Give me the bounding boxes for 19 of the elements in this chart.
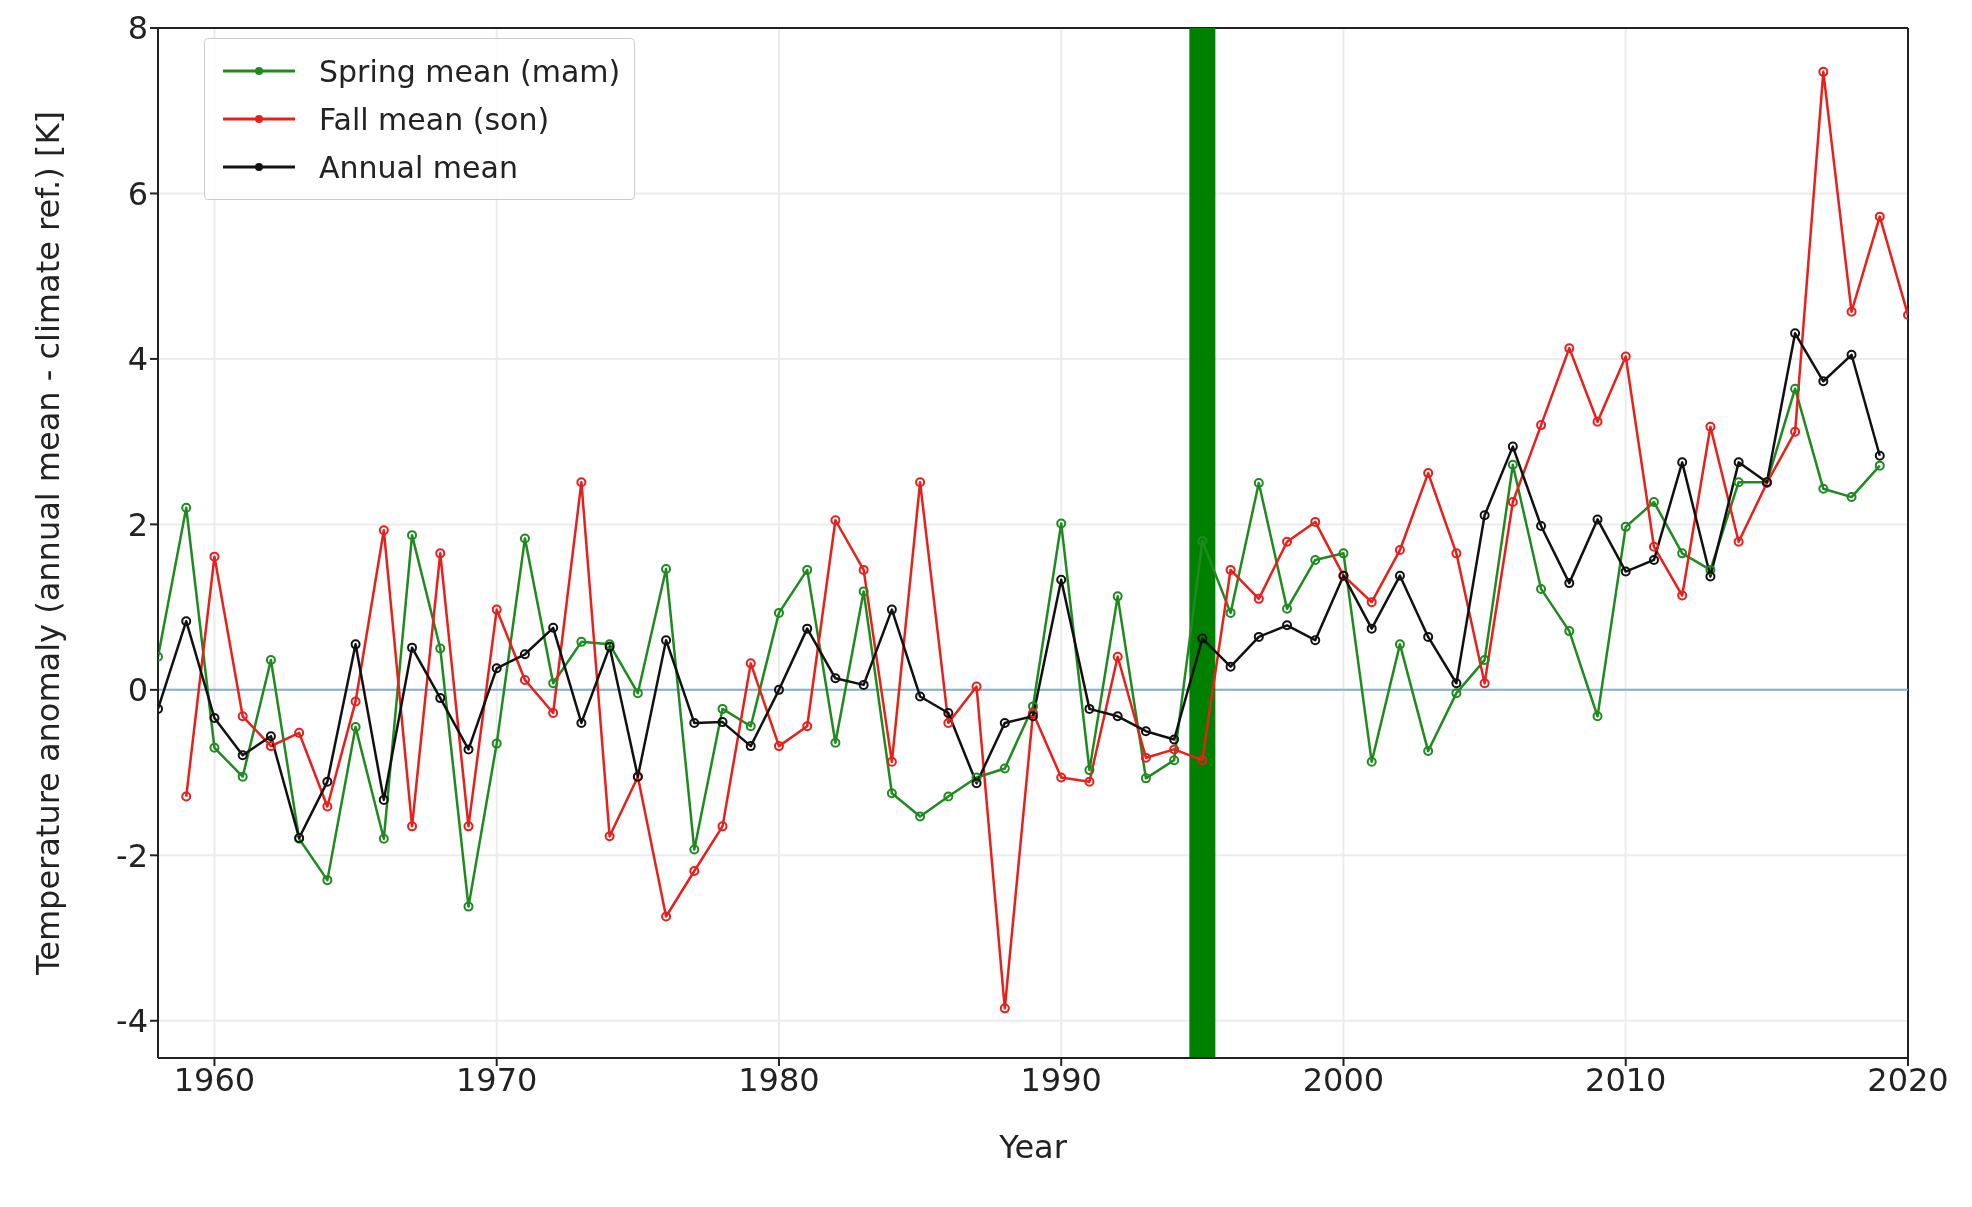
- x-tick-label: 1990: [1020, 1060, 1102, 1099]
- y-tick-label: 6: [127, 174, 148, 213]
- x-tick-label: 2000: [1302, 1060, 1385, 1099]
- y-tick-label: 2: [127, 505, 148, 544]
- y-tick-label: -4: [116, 1002, 148, 1041]
- x-tick-label: 1980: [738, 1060, 820, 1099]
- y-tick-label: -2: [116, 836, 148, 875]
- y-tick-label: 8: [127, 9, 148, 48]
- legend-label: Fall mean (son): [319, 101, 550, 137]
- x-axis-title: Year: [998, 1128, 1068, 1166]
- legend-label: Annual mean: [319, 149, 518, 185]
- x-tick-label: 1960: [173, 1060, 256, 1099]
- y-tick-label: 0: [127, 671, 148, 710]
- x-tick-label: 2010: [1585, 1060, 1667, 1099]
- legend-label: Spring mean (mam): [319, 53, 621, 89]
- y-axis-title: Temperature anomaly (annual mean - climate ref.) [K]: [29, 111, 68, 976]
- x-tick-label: 1970: [455, 1060, 538, 1099]
- y-tick-label: 4: [127, 340, 148, 379]
- x-tick-label: 2020: [1867, 1060, 1949, 1099]
